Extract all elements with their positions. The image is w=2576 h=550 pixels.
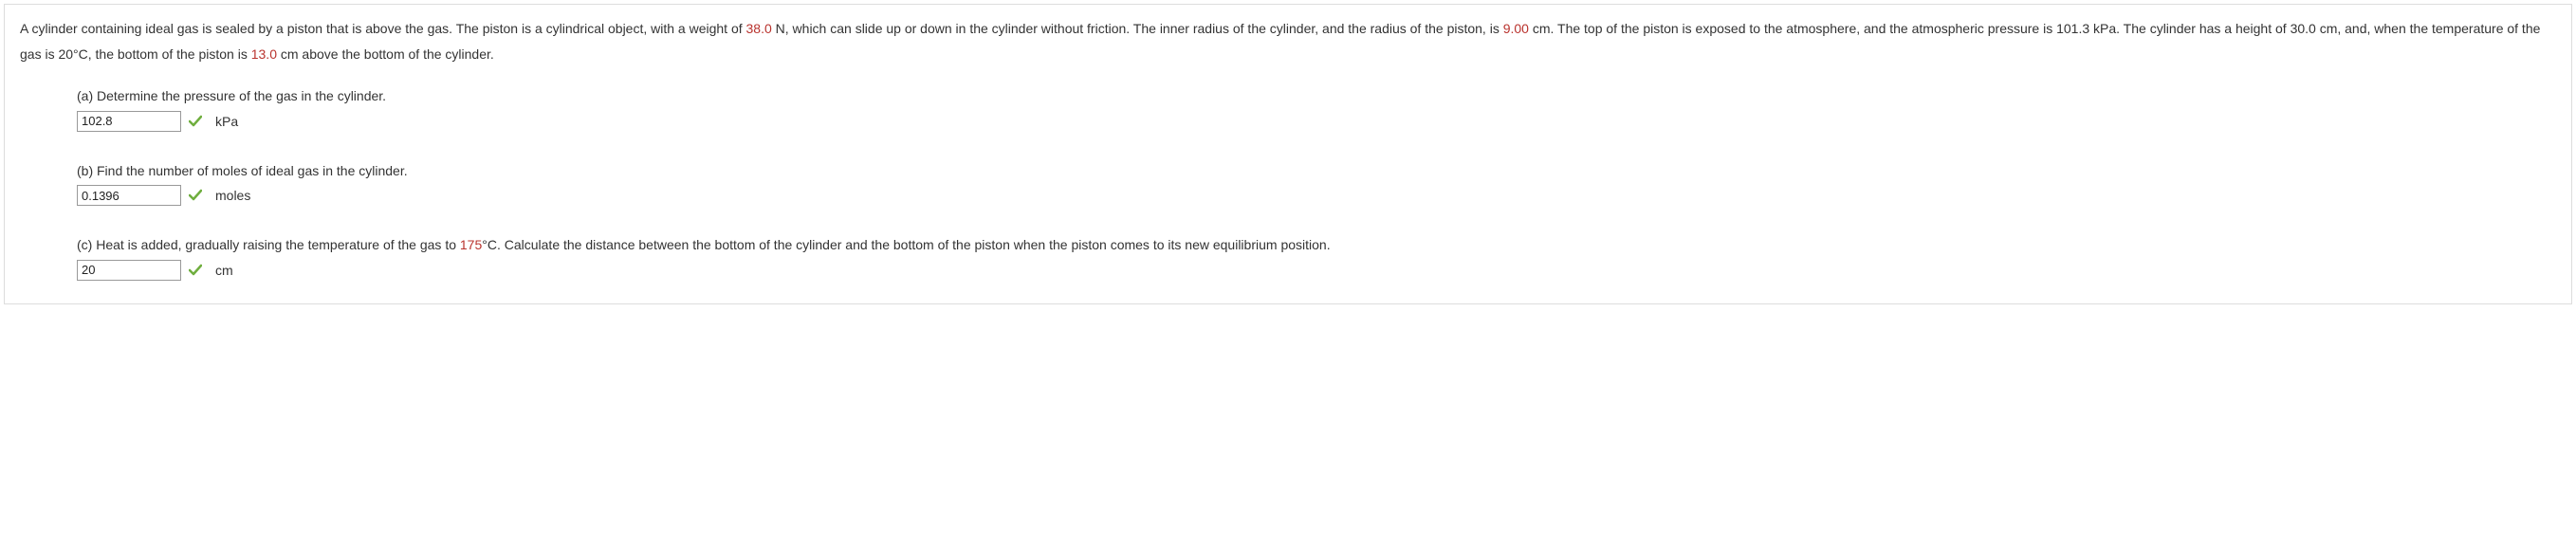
problem-container: A cylinder containing ideal gas is seale… xyxy=(4,4,2572,304)
part-b-prompt: (b) Find the number of moles of ideal ga… xyxy=(77,158,2556,184)
check-icon xyxy=(189,189,202,202)
part-c: (c) Heat is added, gradually raising the… xyxy=(77,232,2556,281)
check-icon xyxy=(189,264,202,277)
highlight-text: 175 xyxy=(460,237,482,252)
part-b: (b) Find the number of moles of ideal ga… xyxy=(77,158,2556,207)
part-a-prompt: (a) Determine the pressure of the gas in… xyxy=(77,83,2556,109)
highlight-text: 9.00 xyxy=(1503,21,1529,36)
highlight-text: 13.0 xyxy=(251,46,277,62)
part-b-input[interactable] xyxy=(77,185,181,206)
text-segment: °C. Calculate the distance between the b… xyxy=(482,237,1330,252)
part-a-answer-row: kPa xyxy=(77,111,2556,132)
highlight-text: 38.0 xyxy=(746,21,772,36)
problem-statement: A cylinder containing ideal gas is seale… xyxy=(20,16,2556,66)
text-segment: N, which can slide up or down in the cyl… xyxy=(772,21,1503,36)
part-b-answer-row: moles xyxy=(77,185,2556,206)
parts-wrapper: (a) Determine the pressure of the gas in… xyxy=(20,83,2556,281)
text-segment: (c) Heat is added, gradually raising the… xyxy=(77,237,460,252)
part-b-unit: moles xyxy=(215,188,250,203)
part-a-unit: kPa xyxy=(215,114,238,129)
text-segment: A cylinder containing ideal gas is seale… xyxy=(20,21,746,36)
text-segment: cm above the bottom of the cylinder. xyxy=(277,46,494,62)
part-c-unit: cm xyxy=(215,263,233,278)
part-c-answer-row: cm xyxy=(77,260,2556,281)
part-a: (a) Determine the pressure of the gas in… xyxy=(77,83,2556,132)
part-c-prompt: (c) Heat is added, gradually raising the… xyxy=(77,232,2556,258)
part-c-input[interactable] xyxy=(77,260,181,281)
part-a-input[interactable] xyxy=(77,111,181,132)
check-icon xyxy=(189,115,202,128)
